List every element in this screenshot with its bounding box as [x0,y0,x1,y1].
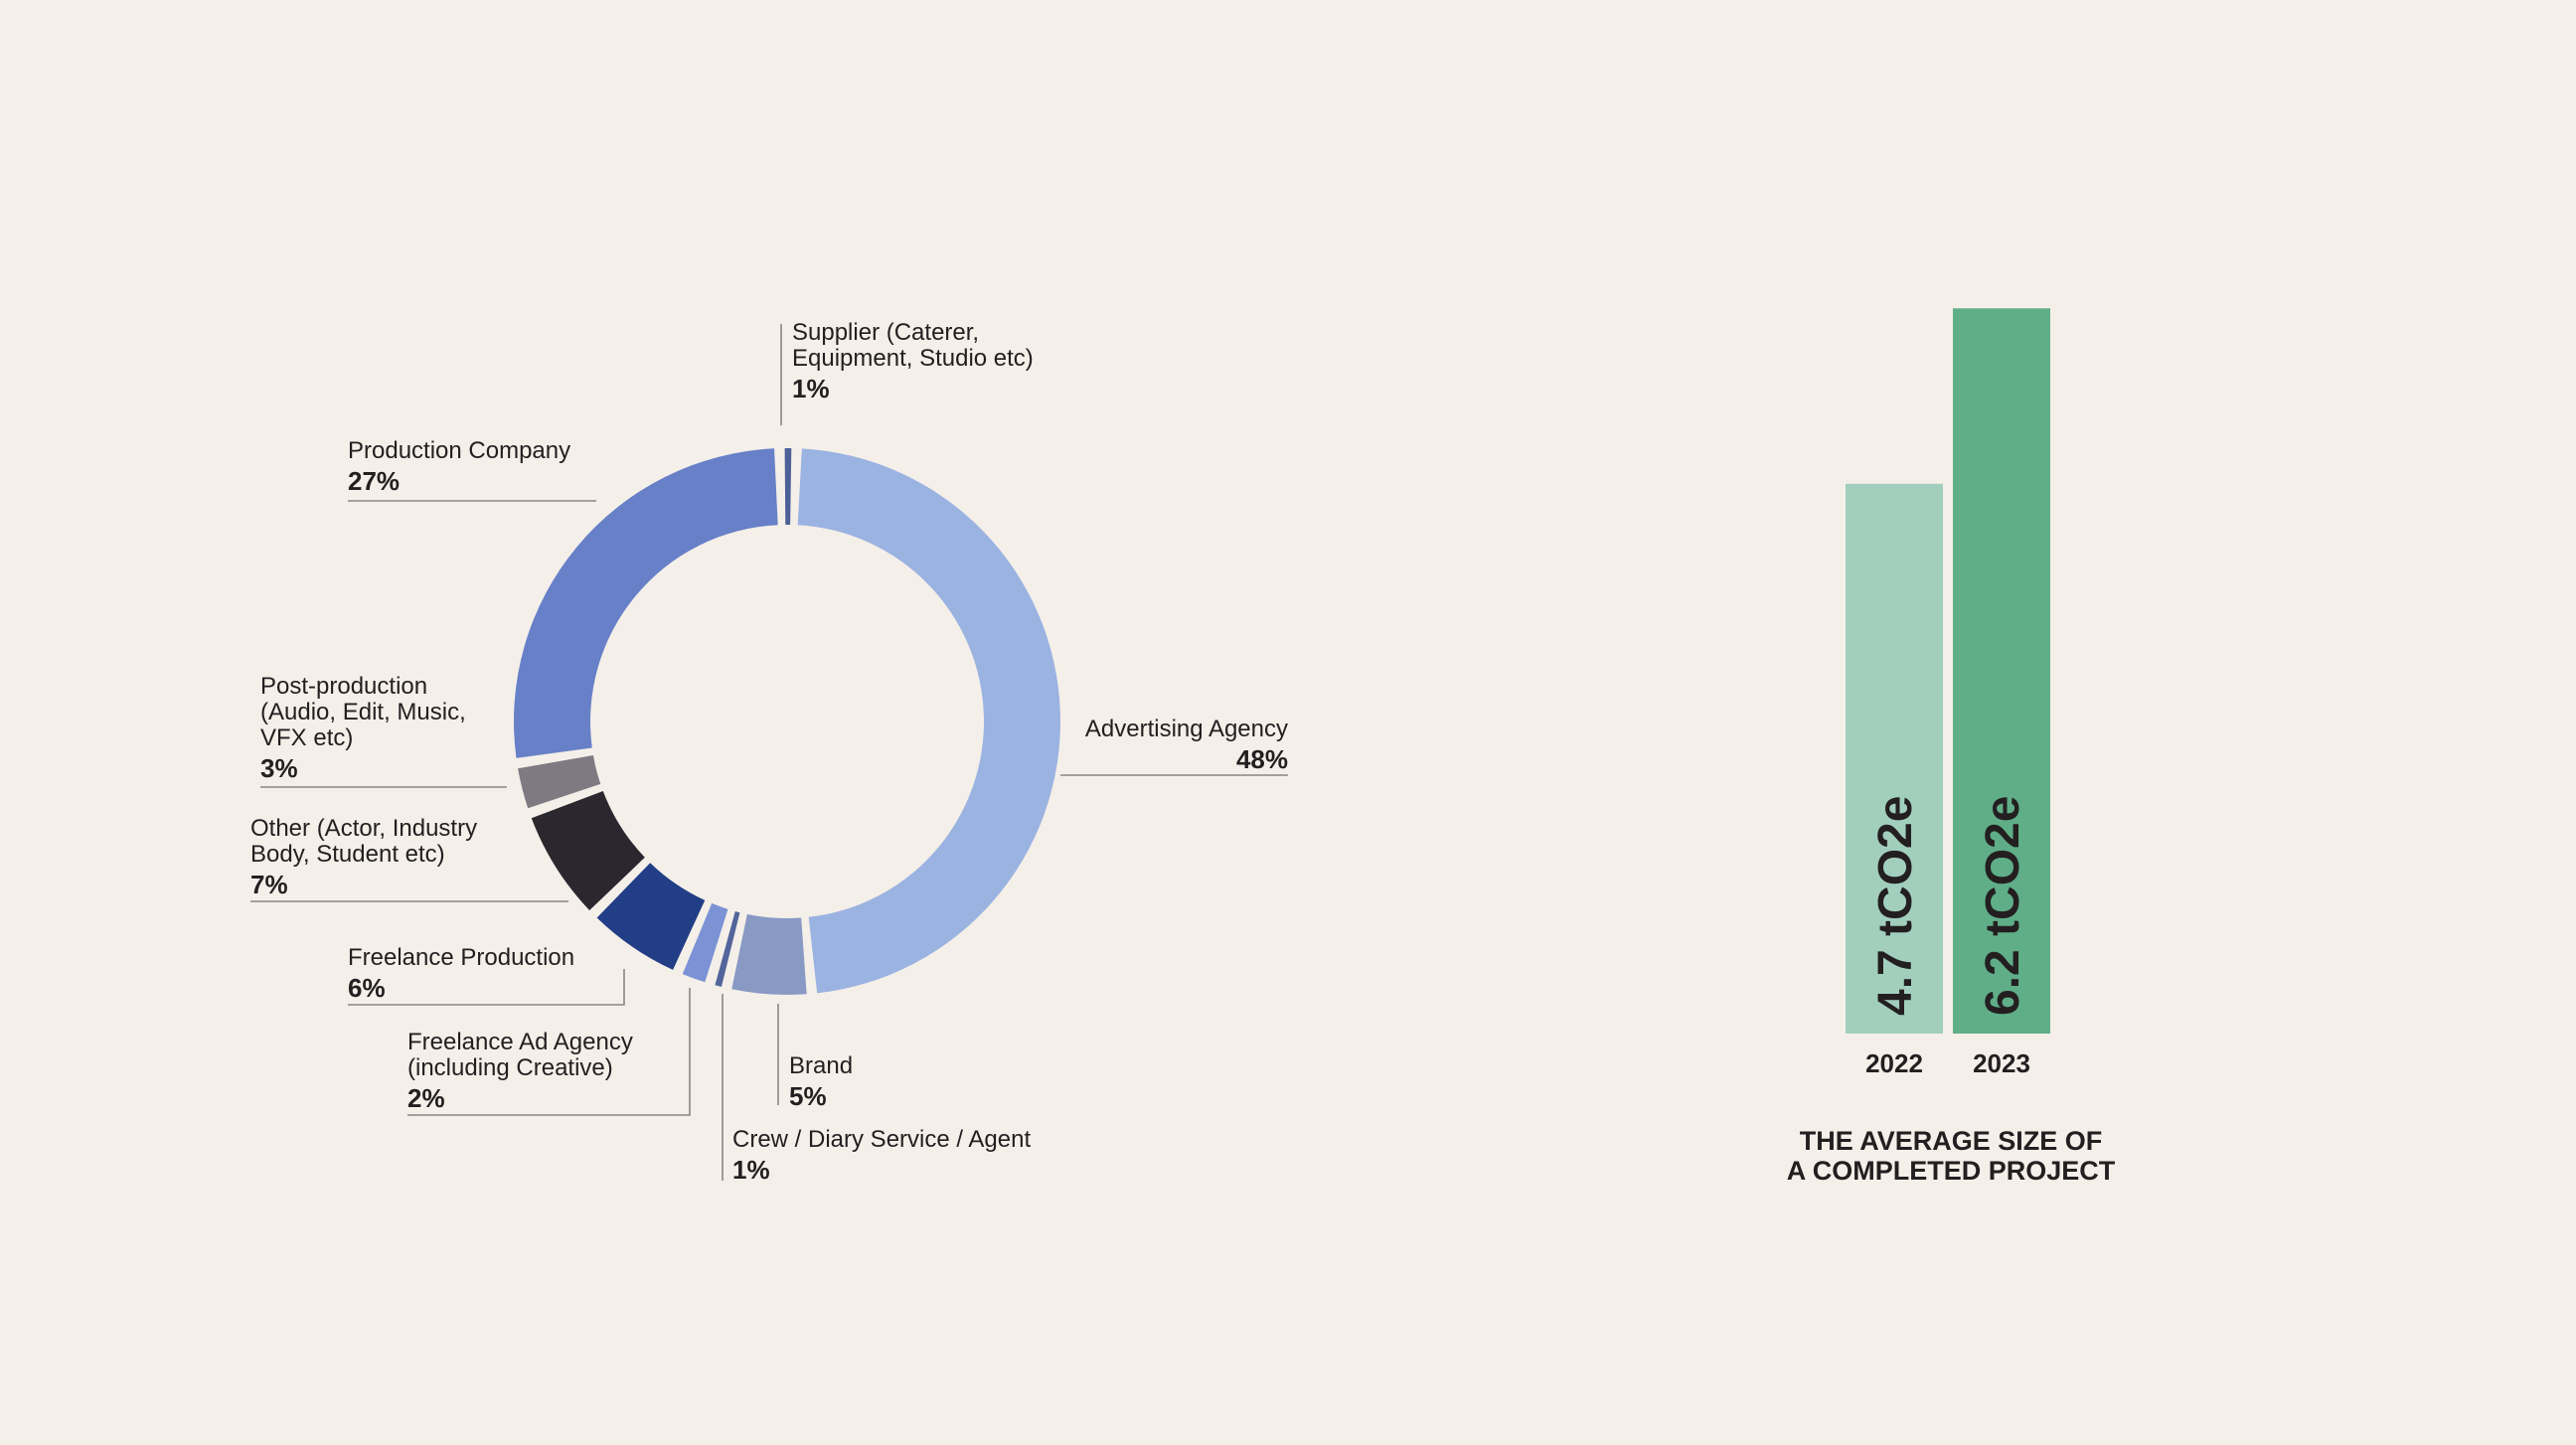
slice-label: Advertising Agency [1085,716,1288,742]
slice-label: Supplier (Caterer, [792,319,979,346]
slice-label: Other (Actor, Industry [250,815,477,842]
slice-label: Freelance Ad Agency [407,1029,633,1055]
bar-chart: 4.7 tCO2e 2022 6.2 tCO2e 2023 THE AVERAGE SI… [1787,308,2116,1186]
slice-label: Crew / Diary Service / Agent [732,1126,1031,1153]
slice-value-label: 1% [732,1155,770,1185]
bar [1846,483,1943,1034]
slice-value-label: 6% [348,973,386,1003]
donut-slice [731,913,807,995]
donut-slice [518,755,601,809]
slice-value-label: 48% [1236,744,1288,774]
donut-slice [531,790,645,910]
slice-label: Equipment, Studio etc) [792,345,1034,372]
donut-slice [514,448,778,758]
slice-value-label: 3% [260,753,298,783]
donut-slice [784,447,792,526]
donut-chart: Supplier (Caterer,Equipment, Studio etc)… [250,319,1288,1185]
x-tick-label: 2023 [1973,1048,2030,1078]
chart-title: A COMPLETED PROJECT [1787,1156,2116,1186]
slice-label: Production Company [348,437,570,464]
leader-line [407,988,691,1116]
slice-label: Brand [789,1052,853,1079]
slice-value-label: 2% [407,1083,445,1113]
slice-value-label: 5% [789,1081,827,1111]
chart-title: THE AVERAGE SIZE OF [1800,1126,2103,1156]
donut-slice [596,863,706,970]
leader-line [348,969,625,1006]
slice-value-label: 7% [250,870,288,899]
bar-value-label: 6.2 tCO2e [1977,796,2029,1016]
slice-label: Freelance Production [348,944,574,971]
slice-label: (including Creative) [407,1054,613,1081]
slice-label: VFX etc) [260,724,353,751]
donut-slice [715,910,740,987]
bar [1953,308,2050,1034]
x-tick-label: 2022 [1865,1048,1923,1078]
donut-slice [682,902,728,983]
slice-label: Post-production [260,673,427,700]
slice-value-label: 27% [348,466,400,496]
slice-label: Body, Student etc) [250,841,445,868]
slice-value-label: 1% [792,374,830,403]
bar-value-label: 4.7 tCO2e [1869,796,1922,1016]
slice-label: (Audio, Edit, Music, [260,699,466,725]
donut-slice [797,448,1061,994]
